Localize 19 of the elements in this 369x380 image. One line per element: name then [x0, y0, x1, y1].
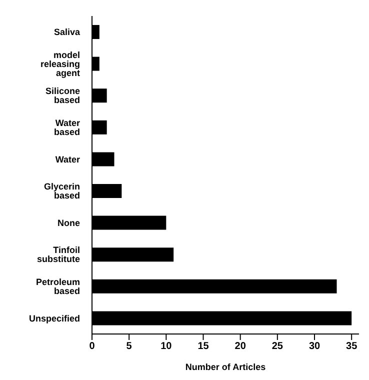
x-tick-label: 20 — [234, 341, 246, 352]
x-axis-title: Number of Articles — [185, 362, 266, 372]
x-tick-label: 10 — [160, 341, 172, 352]
x-tick-label: 5 — [126, 341, 132, 352]
x-tick-label: 35 — [346, 341, 358, 352]
y-tick-label: Glycerin based — [44, 182, 80, 201]
y-tick-label: Tinfoil substitute — [36, 245, 80, 264]
y-tick-label: model releasing agent — [40, 50, 80, 78]
y-tick-label: Silicone based — [45, 86, 80, 106]
x-tick-label: 30 — [308, 341, 320, 352]
y-tick-label: Water based — [54, 118, 80, 137]
x-tick-label: 0 — [89, 341, 96, 352]
y-tick-label: Unspecified — [28, 313, 80, 324]
x-tick-label: 25 — [272, 341, 284, 352]
y-tick-label: None — [58, 218, 80, 228]
y-tick-label: Water — [55, 154, 80, 164]
y-tick-label: Petroleum based — [36, 276, 80, 296]
x-tick-label: 15 — [198, 341, 210, 352]
y-tick-label: Saliva — [54, 27, 81, 38]
